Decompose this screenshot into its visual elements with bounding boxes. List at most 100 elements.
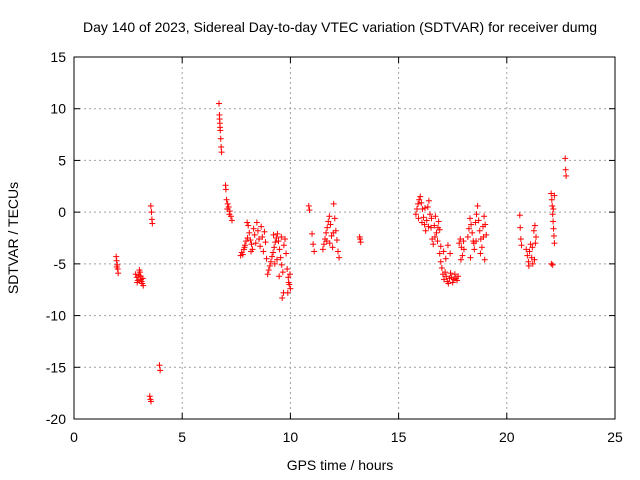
data-point [147, 202, 154, 209]
data-point [531, 222, 538, 229]
data-point [244, 219, 251, 226]
data-point [549, 211, 556, 218]
data-point [285, 274, 292, 281]
data-point [215, 100, 222, 107]
x-tick-label: 0 [70, 429, 78, 445]
data-point [480, 233, 487, 240]
data-point [258, 223, 265, 230]
data-point [285, 279, 292, 286]
data-point [517, 224, 524, 231]
data-point [134, 279, 141, 286]
data-point [516, 212, 523, 219]
data-point [525, 262, 532, 269]
data-point [326, 240, 333, 247]
y-tick-label: -20 [46, 411, 66, 427]
data-point [274, 230, 281, 237]
data-point [473, 211, 480, 218]
data-point [435, 218, 442, 225]
data-point [551, 192, 558, 199]
data-point [250, 225, 257, 232]
data-point [323, 238, 330, 245]
data-point [326, 213, 333, 220]
y-tick-labels: -20 -15 -10 -5 0 5 10 15 [46, 49, 66, 427]
data-point [460, 246, 467, 253]
data-point [309, 230, 316, 237]
data-point [218, 149, 225, 156]
data-point [226, 211, 233, 218]
chart-title: Day 140 of 2023, Sidereal Day-to-day VTE… [83, 19, 597, 35]
data-point [473, 238, 480, 245]
data-point [430, 241, 437, 248]
x-tick-label: 25 [607, 429, 623, 445]
data-point [447, 270, 454, 277]
data-point [428, 215, 435, 222]
data-point [328, 232, 335, 239]
plot-frame [73, 56, 616, 420]
data-point [113, 263, 120, 270]
data-point [423, 217, 430, 224]
data-point [330, 229, 337, 236]
y-tick-label: -5 [54, 256, 67, 272]
data-point [286, 271, 293, 278]
data-point [157, 367, 164, 374]
data-point [527, 241, 534, 248]
data-point [257, 243, 264, 250]
data-point [224, 206, 231, 213]
x-tick-label: 5 [178, 429, 186, 445]
data-point [529, 244, 536, 251]
data-point [529, 260, 536, 267]
data-point [469, 229, 476, 236]
data-point [323, 229, 330, 236]
data-point [442, 255, 449, 262]
y-tick-label: -10 [46, 308, 66, 324]
data-point [457, 236, 464, 243]
data-point [428, 224, 435, 231]
data-point [244, 235, 251, 241]
data-point [254, 227, 261, 234]
data-point [550, 218, 557, 225]
data-point [467, 215, 474, 222]
data-point [419, 206, 426, 213]
data-point [223, 196, 230, 203]
data-point [310, 241, 317, 248]
y-tick-label: 0 [58, 204, 66, 220]
data-point [329, 244, 336, 251]
data-point [425, 197, 432, 204]
data-point [438, 264, 445, 271]
data-point [248, 248, 255, 255]
data-point [413, 206, 420, 213]
data-point [264, 271, 271, 278]
data-point [434, 224, 441, 231]
data-point [523, 246, 530, 253]
x-tick-label: 10 [283, 429, 299, 445]
data-point [331, 215, 338, 222]
data-point [273, 235, 280, 241]
data-point [481, 256, 488, 263]
data-point [132, 271, 139, 278]
data-point [335, 248, 342, 255]
data-point [460, 238, 467, 245]
data-point [422, 227, 429, 234]
data-point [319, 246, 326, 253]
data-point [418, 199, 425, 206]
data-point [465, 225, 472, 232]
data-point [306, 207, 313, 214]
data-point [459, 252, 466, 259]
data-point [248, 241, 255, 248]
data-point [113, 257, 120, 264]
data-point [216, 116, 223, 123]
data-point [253, 219, 260, 226]
data-point [412, 211, 419, 218]
data-point [280, 242, 287, 249]
axis-ticks [73, 56, 616, 420]
data-point [468, 221, 475, 228]
data-point [562, 155, 569, 162]
data-point [241, 244, 248, 251]
data-point [138, 278, 145, 285]
data-point [526, 248, 533, 255]
data-point [442, 269, 449, 276]
data-point [476, 227, 483, 234]
data-point [271, 260, 278, 267]
y-axis-label: SDTVAR / TECUs [5, 182, 21, 294]
data-point [139, 275, 146, 282]
